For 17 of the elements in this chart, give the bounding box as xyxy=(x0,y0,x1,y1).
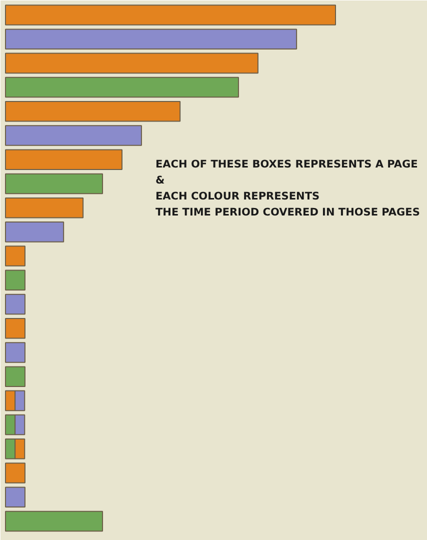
bar xyxy=(5,366,26,387)
bar xyxy=(5,76,239,98)
annotation: & xyxy=(156,174,165,186)
annotation: EACH COLOUR REPRESENTS xyxy=(156,190,320,202)
annotation: THE TIME PERIOD COVERED IN THOSE PAGES xyxy=(156,206,420,218)
bar xyxy=(5,173,104,194)
bar xyxy=(5,149,122,170)
bar xyxy=(5,270,26,291)
bar xyxy=(5,318,26,339)
annotation: EACH OF THESE BOXES REPRESENTS A PAGE xyxy=(156,158,418,170)
bar xyxy=(5,101,181,122)
bar xyxy=(5,197,84,218)
bar xyxy=(5,52,258,74)
bar xyxy=(5,246,26,266)
bar xyxy=(5,4,336,26)
bar xyxy=(5,510,104,532)
bar xyxy=(5,462,26,484)
